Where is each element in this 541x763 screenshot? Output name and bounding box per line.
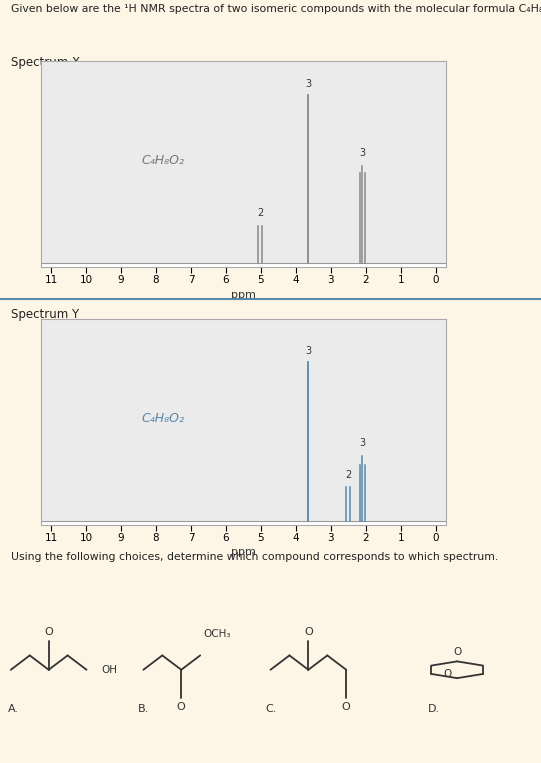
Text: Using the following choices, determine which compound corresponds to which spect: Using the following choices, determine w… <box>11 552 498 562</box>
Text: 3: 3 <box>359 149 365 159</box>
X-axis label: ppm: ppm <box>231 289 256 300</box>
Text: O: O <box>304 627 313 637</box>
Text: 2: 2 <box>345 470 352 480</box>
Text: 3: 3 <box>305 346 311 356</box>
Text: Spectrum X: Spectrum X <box>11 56 80 69</box>
Text: B.: B. <box>138 704 149 714</box>
Text: A.: A. <box>8 704 19 714</box>
Text: OCH₃: OCH₃ <box>203 629 230 639</box>
Text: O: O <box>453 646 461 656</box>
Text: Given below are the ¹H NMR spectra of two isomeric compounds with the molecular : Given below are the ¹H NMR spectra of tw… <box>11 5 541 14</box>
X-axis label: ppm: ppm <box>231 547 256 558</box>
Text: O: O <box>443 669 452 679</box>
Text: O: O <box>177 703 186 713</box>
Text: 3: 3 <box>359 438 365 448</box>
Bar <box>41 521 446 525</box>
Text: 2: 2 <box>257 208 263 218</box>
Text: C.: C. <box>265 704 276 714</box>
Text: O: O <box>342 703 351 713</box>
Text: 3: 3 <box>305 79 311 89</box>
Text: OH: OH <box>102 665 118 674</box>
Text: Spectrum Y: Spectrum Y <box>11 308 79 321</box>
Text: D.: D. <box>427 704 439 714</box>
Text: C₄H₈O₂: C₄H₈O₂ <box>142 154 184 167</box>
Text: O: O <box>44 627 53 637</box>
Bar <box>41 263 446 267</box>
Text: C₄H₈O₂: C₄H₈O₂ <box>142 412 184 425</box>
